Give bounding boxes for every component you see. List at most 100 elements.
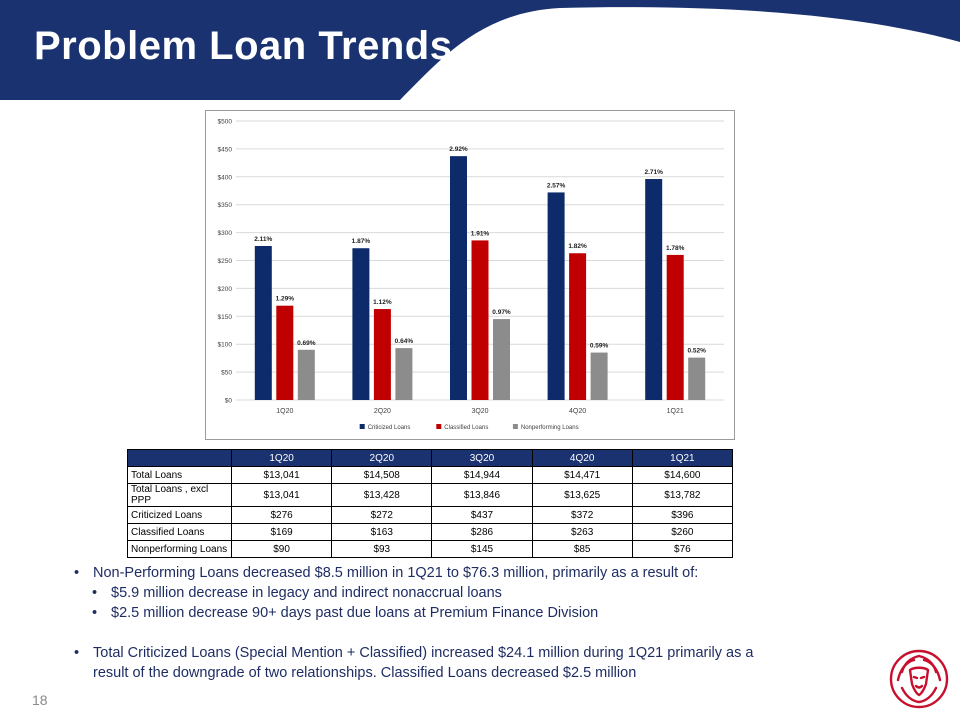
table-cell: $263 bbox=[531, 523, 633, 541]
sub-bullet-premium-finance: • $2.5 million decrease 90+ days past du… bbox=[74, 603, 834, 623]
y-tick-label: $450 bbox=[218, 146, 233, 153]
row-label: Total Loans , excl PPP bbox=[127, 483, 232, 507]
data-label: 1.91% bbox=[471, 230, 490, 237]
table-cell: $13,625 bbox=[531, 483, 633, 507]
bullet-text: Non-Performing Loans decreased $8.5 mill… bbox=[93, 565, 699, 581]
table-cell: $13,782 bbox=[631, 483, 734, 507]
chart-frame: $0 $50 $100 $150 $200 $250 $300 $350 $400 $450 $50… bbox=[205, 110, 735, 440]
data-label: 2.11% bbox=[254, 236, 272, 243]
table-cell: $13,428 bbox=[331, 483, 433, 507]
table-header-row: 1Q20 2Q20 3Q20 4Q20 1Q21 bbox=[127, 449, 734, 467]
bar bbox=[666, 254, 684, 400]
legend-swatch bbox=[512, 424, 518, 429]
bar bbox=[297, 349, 315, 400]
bullet-npl: • Non-Performing Loans decreased $8.5 mi… bbox=[74, 563, 834, 583]
table-cell: $396 bbox=[631, 506, 734, 524]
data-label: 2.71% bbox=[644, 169, 663, 176]
y-tick-label: $500 bbox=[218, 119, 233, 126]
table-cell: $437 bbox=[431, 506, 533, 524]
bar bbox=[450, 156, 467, 400]
x-tick-label: 2Q20 bbox=[374, 408, 391, 415]
y-tick-label: $150 bbox=[218, 314, 233, 321]
bullet-dot: • bbox=[92, 605, 98, 621]
data-label: 1.12% bbox=[373, 299, 392, 306]
table-cell: $13,041 bbox=[230, 466, 333, 484]
bar bbox=[373, 309, 391, 400]
page-number: 18 bbox=[32, 692, 48, 708]
table-cell: $276 bbox=[230, 506, 333, 524]
x-tick-label: 3Q20 bbox=[471, 408, 488, 415]
bar bbox=[352, 248, 370, 400]
x-tick-label: 1Q21 bbox=[667, 408, 684, 415]
x-tick-label: 1Q20 bbox=[276, 408, 293, 415]
table-header-3q20: 3Q20 bbox=[431, 449, 533, 467]
bar bbox=[254, 245, 272, 400]
data-label: 0.52% bbox=[687, 348, 706, 355]
bar bbox=[471, 240, 489, 400]
bullet-text: $5.9 million decrease in legacy and indi… bbox=[111, 585, 502, 601]
table-cell: $14,508 bbox=[331, 466, 433, 484]
bullet-text-line2: result of the downgrade of two relations… bbox=[93, 665, 637, 681]
data-label: 0.97% bbox=[492, 309, 511, 316]
table-row: Classified Loans $169 $163 $286 $263 $26… bbox=[127, 523, 734, 541]
x-tick-label: 4Q20 bbox=[569, 408, 586, 415]
table-cell: $76 bbox=[631, 540, 734, 558]
y-tick-label: $350 bbox=[218, 202, 233, 209]
table-row: Nonperforming Loans $90 $93 $145 $85 $76 bbox=[127, 540, 734, 558]
legend-label: Nonperforming Loans bbox=[521, 425, 579, 431]
table-cell: $145 bbox=[431, 540, 533, 558]
bar bbox=[590, 352, 608, 400]
table-cell: $14,944 bbox=[431, 466, 533, 484]
y-tick-label: $0 bbox=[225, 398, 233, 405]
table-cell: $14,471 bbox=[531, 466, 633, 484]
legend-swatch bbox=[359, 424, 365, 429]
table-row: Criticized Loans $276 $272 $437 $372 $39… bbox=[127, 506, 734, 524]
table-cell: $372 bbox=[531, 506, 633, 524]
data-label: 1.29% bbox=[276, 296, 295, 303]
sub-bullet-legacy: • $5.9 million decrease in legacy and in… bbox=[74, 583, 834, 603]
table-header-2q20: 2Q20 bbox=[331, 449, 433, 467]
table-cell: $85 bbox=[531, 540, 633, 558]
data-label: 2.92% bbox=[449, 146, 468, 153]
bullet-text: $2.5 million decrease 90+ days past due … bbox=[111, 605, 599, 621]
bar bbox=[395, 348, 413, 400]
bullet-dot: • bbox=[74, 565, 80, 581]
bar bbox=[645, 179, 663, 400]
lion-head-logo-icon bbox=[889, 649, 949, 709]
bar bbox=[688, 357, 706, 400]
legend-label: Criticized Loans bbox=[368, 425, 411, 431]
data-label: 0.69% bbox=[297, 340, 316, 347]
y-tick-label: $100 bbox=[218, 342, 233, 349]
bullet-criticized: • Total Criticized Loans (Special Mentio… bbox=[74, 643, 834, 683]
table-cell: $169 bbox=[230, 523, 333, 541]
y-tick-label: $300 bbox=[218, 230, 233, 237]
table-row: Total Loans $13,041 $14,508 $14,944 $14,… bbox=[127, 466, 734, 484]
bullet-dot: • bbox=[74, 645, 80, 661]
table-cell: $93 bbox=[331, 540, 433, 558]
loan-data-table: 1Q20 2Q20 3Q20 4Q20 1Q21 Total Loans $13… bbox=[127, 449, 734, 558]
header-band bbox=[0, 0, 960, 100]
legend-swatch bbox=[436, 424, 442, 429]
table-header-1q20: 1Q20 bbox=[230, 449, 333, 467]
table-cell: $272 bbox=[331, 506, 433, 524]
y-tick-label: $250 bbox=[218, 258, 233, 265]
bullet-dot: • bbox=[92, 585, 98, 601]
data-label: 1.82% bbox=[568, 243, 587, 250]
table-cell: $286 bbox=[431, 523, 533, 541]
row-label: Nonperforming Loans bbox=[127, 540, 232, 558]
row-label: Criticized Loans bbox=[127, 506, 232, 524]
bar bbox=[276, 305, 294, 400]
table-header-blank bbox=[127, 449, 232, 467]
commentary-bullets: • Non-Performing Loans decreased $8.5 mi… bbox=[74, 563, 834, 683]
table-row: Total Loans , excl PPP $13,041 $13,428 $… bbox=[127, 483, 734, 507]
table-cell: $90 bbox=[230, 540, 333, 558]
bar bbox=[547, 192, 565, 400]
data-label: 1.87% bbox=[352, 238, 371, 245]
data-label: 2.57% bbox=[547, 182, 566, 189]
y-tick-label: $400 bbox=[218, 174, 233, 181]
table-cell: $163 bbox=[331, 523, 433, 541]
table-header-1q21: 1Q21 bbox=[631, 449, 734, 467]
page-title: Problem Loan Trends bbox=[34, 24, 453, 68]
data-label: 1.78% bbox=[666, 245, 685, 252]
data-label: 0.64% bbox=[395, 338, 414, 345]
